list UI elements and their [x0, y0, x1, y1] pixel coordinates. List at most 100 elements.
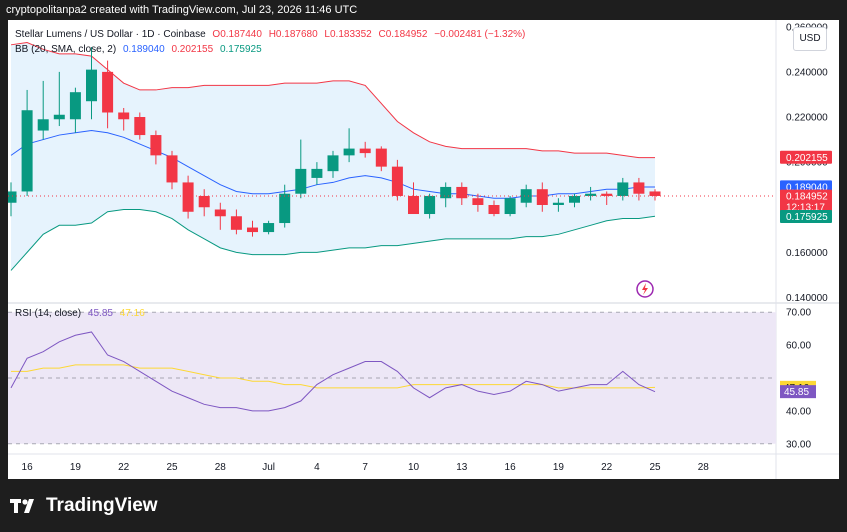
candle-body: [359, 148, 371, 154]
bb-upper-value: 0.202155: [171, 44, 214, 55]
price-tick-label: 0.160000: [786, 248, 828, 259]
price-tick-label: 0.220000: [786, 113, 828, 124]
candle-body: [295, 168, 307, 194]
rsi-label[interactable]: RSI (14, close): [15, 308, 82, 319]
candle-body: [633, 182, 645, 194]
candle-body: [86, 69, 97, 102]
price-label-text: 0.189040: [786, 182, 828, 193]
candle-body: [230, 216, 242, 230]
low-value: L0.183352: [324, 29, 372, 40]
bb-lower-line: [10, 209, 656, 271]
candle-body: [343, 148, 355, 156]
candle-body: [198, 195, 210, 208]
rsi-tick-label: 60.00: [786, 341, 811, 352]
candle-body: [21, 110, 33, 192]
candle-body: [585, 193, 597, 196]
candle-body: [617, 182, 629, 196]
candle-body: [536, 189, 548, 205]
footer-brand: TradingView: [10, 494, 158, 518]
time-tick-label: 28: [215, 462, 227, 473]
symbol-title[interactable]: Stellar Lumens / US Dollar · 1D · Coinba…: [15, 29, 206, 40]
candle-body: [53, 114, 65, 120]
price-label-box: [780, 189, 832, 214]
candle-body: [118, 112, 130, 120]
rsi-ma-line: [11, 364, 656, 389]
bb-legend: BB (20, SMA, close, 2) 0.189040 0.202155…: [15, 43, 266, 57]
candle-body: [440, 186, 452, 199]
candle-body: [37, 119, 49, 131]
change-value: −0.002481 (−1.32%): [434, 29, 526, 40]
candle-body: [182, 182, 194, 212]
time-tick-label: 19: [70, 462, 82, 473]
candle-body: [472, 198, 484, 205]
candle-body: [456, 186, 468, 199]
candle-body: [150, 135, 162, 156]
price-label-box: [780, 209, 832, 223]
time-tick-label: 25: [649, 462, 661, 473]
time-tick-label: 19: [553, 462, 565, 473]
price-tick-label: 0.140000: [786, 293, 828, 304]
candle-body: [601, 193, 613, 196]
rsi-legend: RSI (14, close) 45.85 47.16: [15, 307, 149, 321]
bb-upper-line: [10, 42, 655, 159]
price-label-text: 0.184952: [786, 192, 828, 203]
candle-body: [408, 195, 419, 215]
rsi-value: 45.85: [87, 308, 113, 319]
time-tick-label: 25: [166, 462, 178, 473]
price-tick-label: 0.240000: [786, 67, 828, 78]
candle-body: [375, 148, 387, 167]
tradingview-logo-icon: [10, 499, 34, 513]
close-value: C0.184952: [378, 29, 428, 40]
candle-body: [279, 193, 291, 224]
rsi-label-box: [780, 385, 816, 399]
bb-basis-value: 0.189040: [122, 44, 165, 55]
candle-body: [424, 195, 436, 215]
time-tick-label: 13: [456, 462, 468, 473]
rsi-line: [10, 331, 656, 412]
time-tick-label: 4: [314, 462, 320, 473]
candle-body: [214, 209, 226, 217]
candle-body: [552, 202, 564, 205]
time-tick-label: Jul: [262, 462, 275, 473]
price-label-text: 0.202155: [786, 153, 828, 164]
time-tick-label: 16: [505, 462, 517, 473]
candle-body: [247, 227, 258, 233]
time-tick-label: 22: [601, 462, 613, 473]
chart-panel: 0.2600000.2400000.2200000.2000000.180000…: [8, 20, 839, 479]
currency-button[interactable]: USD: [793, 27, 827, 51]
candle-body: [649, 191, 661, 196]
bb-label[interactable]: BB (20, SMA, close, 2): [15, 44, 117, 55]
symbol-legend: Stellar Lumens / US Dollar · 1D · Coinba…: [15, 28, 529, 42]
time-tick-label: 28: [698, 462, 710, 473]
candle-body: [311, 168, 323, 178]
bb-lower-value: 0.175925: [219, 44, 262, 55]
high-value: H0.187680: [268, 29, 318, 40]
time-tick-label: 10: [408, 462, 420, 473]
chart-header: cryptopolitanpa2 created with TradingVie…: [6, 4, 358, 16]
rsi-tick-label: 30.00: [786, 439, 811, 450]
lightning-icon: [636, 280, 654, 298]
rsi-tick-label: 70.00: [786, 308, 811, 319]
rsi-tick-label: 40.00: [786, 406, 811, 417]
time-tick-label: 22: [118, 462, 130, 473]
candle-body: [391, 166, 403, 196]
candle-body: [569, 195, 580, 203]
candle-body: [102, 71, 114, 113]
rsi-label-text: 45.85: [784, 387, 809, 398]
rsi-ma-value: 47.16: [119, 308, 145, 319]
price-label-box: [780, 150, 832, 164]
candle-body: [488, 204, 500, 215]
countdown-label: 12:13:17: [786, 203, 825, 214]
price-chart[interactable]: 0.2600000.2400000.2200000.2000000.180000…: [8, 20, 839, 479]
time-tick-label: 7: [362, 462, 368, 473]
candle-body: [520, 189, 532, 203]
price-label-text: 0.175925: [786, 212, 828, 223]
lightning-bolt-icon: [642, 283, 648, 295]
brand-name: TradingView: [46, 495, 158, 516]
candle-body: [504, 198, 516, 215]
candle-body: [166, 155, 178, 183]
time-tick-label: 16: [22, 462, 34, 473]
open-value: O0.187440: [212, 29, 262, 40]
candle-body: [263, 223, 275, 233]
